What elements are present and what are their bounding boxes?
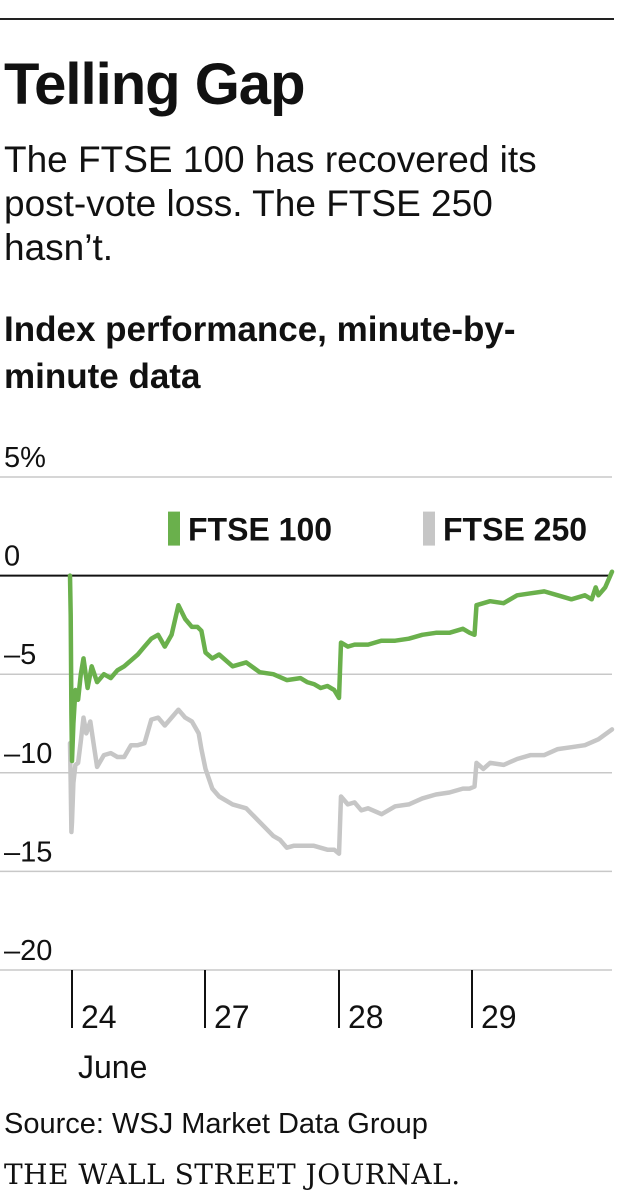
page-title: Telling Gap (4, 52, 305, 117)
ftse-100-line (67, 569, 615, 764)
source-note: Source: WSJ Market Data Group (4, 1108, 428, 1140)
line-chart: 5% 0 –5 –10 –15 –20 FTSE 100 FTSE 250 24 27 28 29 Ju… (0, 442, 615, 1085)
subtitle: The FTSE 100 has recovered its post-vote… (4, 139, 537, 268)
publisher-brand: THE WALL STREET JOURNAL. (4, 1158, 461, 1191)
top-rule (0, 18, 614, 20)
ftse-250-line (67, 707, 615, 856)
x-tick-label: 28 (348, 999, 384, 1035)
y-tick-label: –5 (4, 639, 36, 671)
legend-label: FTSE 250 (443, 512, 587, 548)
legend-label: FTSE 100 (188, 512, 332, 548)
y-tick-label: –15 (4, 836, 52, 868)
legend-swatch (168, 511, 180, 546)
legend-swatch (423, 511, 435, 546)
x-tick-label: 29 (481, 999, 517, 1035)
y-tick-label: –10 (4, 738, 52, 770)
y-tick-label: 5% (4, 442, 46, 474)
chart-title: Index performance, minute-by-minute data (4, 310, 516, 396)
x-tick-label: 24 (81, 999, 117, 1035)
x-tick-label: 27 (214, 999, 250, 1035)
y-tick-label: 0 (4, 541, 20, 573)
x-axis-month-label: June (78, 1049, 147, 1085)
y-tick-label: –20 (4, 935, 52, 967)
